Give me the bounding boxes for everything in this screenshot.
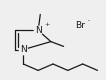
Text: N: N — [20, 45, 27, 54]
Text: Br: Br — [76, 21, 86, 30]
Text: +: + — [45, 22, 50, 27]
Text: N: N — [35, 26, 42, 35]
Text: -: - — [88, 18, 90, 23]
